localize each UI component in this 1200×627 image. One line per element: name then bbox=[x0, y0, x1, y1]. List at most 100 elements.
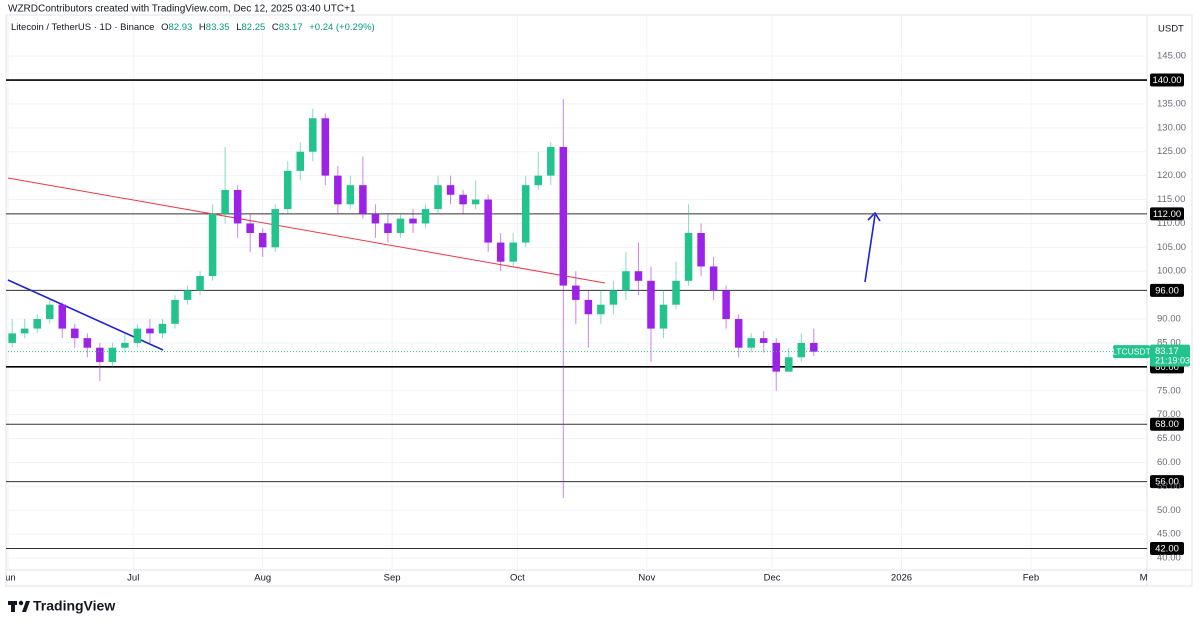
candle-body bbox=[45, 304, 54, 320]
y-tick-label: 50.00 bbox=[1157, 505, 1181, 516]
level-label: 68.00 bbox=[1155, 419, 1179, 430]
level-label-box bbox=[1150, 73, 1184, 87]
symbol: Litecoin / TetherUS · 1D · Binance bbox=[11, 22, 154, 33]
candle-body bbox=[672, 280, 680, 305]
level-label: 80.00 bbox=[1155, 362, 1179, 373]
candle-body bbox=[772, 342, 780, 372]
candle-body bbox=[709, 266, 718, 291]
candle-body bbox=[196, 276, 204, 291]
attribution: WZRDContributors created with TradingVie… bbox=[8, 4, 356, 15]
x-tick-label: Aug bbox=[254, 573, 271, 584]
candle-body bbox=[496, 242, 505, 262]
level-label-box bbox=[1150, 417, 1184, 431]
price-axis: 145.00 135.00 130.00 125.00 120.00 115.00 110.… bbox=[1157, 51, 1186, 564]
candle-body bbox=[183, 290, 192, 300]
level-label-box bbox=[1150, 207, 1184, 221]
candle-body bbox=[8, 333, 16, 343]
y-tick-label: 75.00 bbox=[1157, 385, 1181, 396]
y-tick-label: 65.00 bbox=[1157, 433, 1181, 444]
candle-body bbox=[446, 185, 455, 195]
candle-body bbox=[547, 146, 555, 176]
candle-body bbox=[33, 319, 41, 329]
x-tick-label: Nov bbox=[638, 573, 655, 584]
candle-body bbox=[722, 290, 730, 320]
candle-body bbox=[622, 271, 630, 291]
candle-body bbox=[647, 280, 655, 329]
y-tick-label: 120.00 bbox=[1157, 170, 1186, 181]
grid bbox=[7, 15, 1147, 570]
y-tick-label: 105.00 bbox=[1157, 242, 1186, 253]
candle-body bbox=[572, 285, 580, 300]
candle-body bbox=[121, 342, 129, 348]
ohlc-value: 82.25 bbox=[242, 22, 266, 33]
candle-body bbox=[271, 209, 279, 248]
legend: Litecoin / TetherUS · 1D · Binance O82.9… bbox=[11, 22, 375, 33]
price-tag-countdown: 21:19:03 bbox=[1155, 356, 1190, 366]
candle-body bbox=[584, 299, 593, 315]
ohlc-label: H bbox=[199, 22, 206, 33]
y-tick-label: 125.00 bbox=[1157, 146, 1186, 157]
price-tag-value: 83.17 bbox=[1155, 346, 1179, 357]
candle-body bbox=[810, 342, 818, 352]
candle-body bbox=[321, 118, 330, 176]
candle-body bbox=[434, 185, 442, 210]
y-tick-label: 145.00 bbox=[1157, 51, 1186, 62]
candle-body bbox=[283, 170, 292, 210]
y-tick-label: 110.00 bbox=[1157, 218, 1185, 229]
x-tick-label: Mar bbox=[1140, 573, 1156, 584]
x-tick-label: Dec bbox=[764, 573, 781, 584]
y-tick-label: 60.00 bbox=[1157, 457, 1181, 468]
candle-body bbox=[484, 199, 492, 243]
y-tick-label: 40.00 bbox=[1157, 553, 1181, 564]
candle-body bbox=[734, 319, 743, 348]
level-label-box bbox=[1150, 475, 1184, 489]
brand: TradingView bbox=[33, 598, 115, 614]
candle-body bbox=[208, 213, 217, 277]
candle-body bbox=[634, 271, 643, 281]
candle-body bbox=[609, 290, 618, 305]
candle-body bbox=[171, 299, 179, 324]
level-label: 140.00 bbox=[1152, 75, 1181, 86]
ohlc-value: 83.35 bbox=[206, 22, 230, 33]
candle-body bbox=[421, 209, 430, 224]
candle-body bbox=[684, 232, 693, 281]
x-tick-label: Jun bbox=[0, 573, 15, 584]
candle-body bbox=[233, 189, 242, 224]
candle-body bbox=[559, 146, 568, 286]
price-tag-symbol: LTCUSDT bbox=[1112, 346, 1151, 356]
candle-body bbox=[797, 342, 806, 358]
x-tick-label: Sep bbox=[384, 573, 401, 584]
logo-part bbox=[18, 600, 24, 606]
candle-body bbox=[759, 338, 768, 343]
y-tick-label: 90.00 bbox=[1157, 314, 1181, 325]
level-label: 112.00 bbox=[1153, 209, 1181, 220]
candle-body bbox=[521, 185, 530, 243]
logo-part bbox=[22, 601, 30, 612]
candle-body bbox=[346, 185, 355, 205]
candle-body bbox=[133, 328, 142, 343]
currency: USDT bbox=[1158, 24, 1184, 35]
ohlc-label: O bbox=[161, 22, 168, 33]
trend-line-red bbox=[7, 177, 606, 284]
candle-body bbox=[96, 347, 104, 363]
candle-body bbox=[409, 218, 417, 224]
candle-body bbox=[221, 189, 229, 214]
x-tick-label: Feb bbox=[1023, 573, 1039, 584]
y-tick-label: 100.00 bbox=[1157, 266, 1186, 277]
candle-body bbox=[659, 304, 668, 329]
candle-body bbox=[697, 232, 705, 267]
candle-body bbox=[108, 347, 117, 363]
ohlc-label: L bbox=[236, 22, 241, 33]
candle-body bbox=[20, 328, 29, 334]
y-tick-label: 70.00 bbox=[1157, 409, 1181, 420]
candle-body bbox=[71, 328, 79, 339]
ohlc-value: 82.93 bbox=[168, 22, 192, 33]
y-tick-label: 115.00 bbox=[1157, 194, 1185, 205]
x-tick-label: Jul bbox=[127, 573, 139, 584]
candle-body bbox=[83, 338, 92, 348]
level-label: 56.00 bbox=[1155, 477, 1179, 488]
y-tick-label: 45.00 bbox=[1157, 529, 1181, 540]
